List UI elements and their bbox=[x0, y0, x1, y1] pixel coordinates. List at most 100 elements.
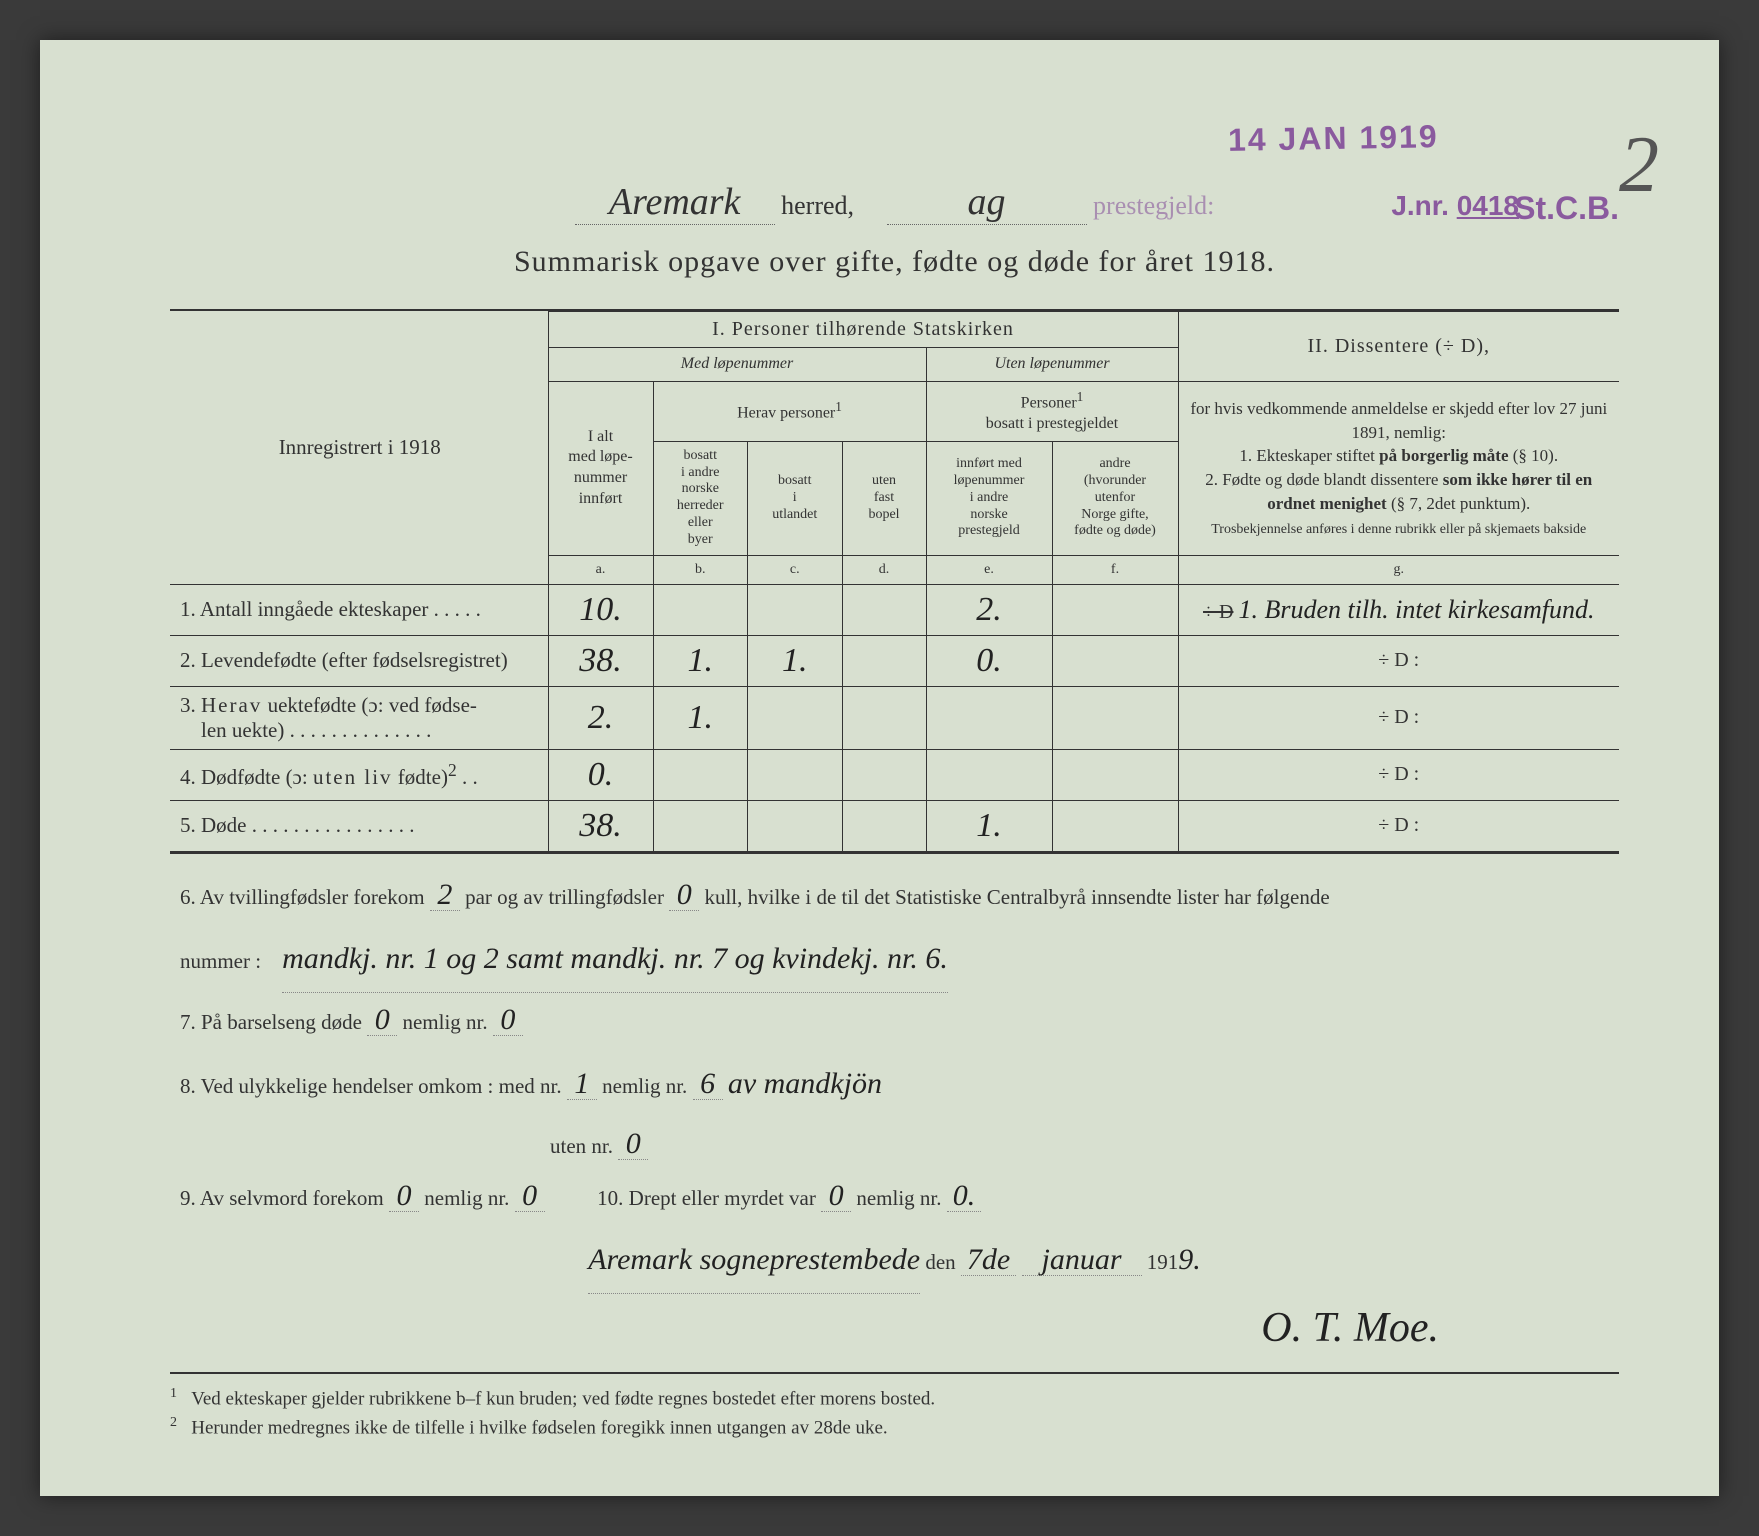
prestegjeld-label: prestegjeld: bbox=[1093, 191, 1214, 220]
date-day: 7de bbox=[961, 1245, 1016, 1276]
row-1-d bbox=[842, 584, 926, 635]
footnote-1: 1 Ved ekteskaper gjelder rubrikkene b–f … bbox=[170, 1386, 1619, 1410]
l9-value-2: 0 bbox=[515, 1181, 545, 1212]
stamp-stcb: St.C.B. bbox=[1514, 190, 1619, 227]
row-2-f bbox=[1052, 635, 1178, 686]
l8-text-a: 8. Ved ulykkelige hendelser omkom : med … bbox=[180, 1074, 562, 1098]
row-4-e bbox=[926, 749, 1052, 800]
den-label: den bbox=[925, 1250, 955, 1274]
col-letter-e: e. bbox=[926, 555, 1052, 584]
row-3-b: 1. bbox=[653, 686, 748, 749]
date-year-prefix: 191 bbox=[1147, 1250, 1179, 1274]
row-3-g-prefix: ÷ D : bbox=[1378, 706, 1419, 728]
herred-value: Aremark bbox=[575, 180, 775, 225]
row-4-f bbox=[1052, 749, 1178, 800]
row-1-g-prefix: ÷ D bbox=[1203, 601, 1233, 623]
row-5-f bbox=[1052, 800, 1178, 851]
narrative-section: 6. Av tvillingfødsler forekom 2 par og a… bbox=[170, 874, 1619, 1295]
header-uten-lopenummer: Uten løpenummer bbox=[926, 348, 1178, 382]
date-line: Aremark sogneprestembede den 7de januar … bbox=[180, 1227, 1609, 1294]
row-4-label: 4. Dødfødte (ɔ: uten liv fødte)2 . . bbox=[170, 749, 548, 800]
line-8b: uten nr. 0 bbox=[180, 1123, 1609, 1169]
place-handwritten: Aremark sogneprestembede bbox=[588, 1227, 920, 1294]
table-row: 1. Antall inngåede ekteskaper . . . . . … bbox=[170, 584, 1619, 635]
col-letter-d: d. bbox=[842, 555, 926, 584]
l6-twin-value: 2 bbox=[430, 880, 460, 911]
main-table: Innregistrert i 1918 I. Personer tilhøre… bbox=[170, 311, 1619, 852]
l6-text-b: par og av trillingfødsler bbox=[465, 885, 664, 909]
l8-text-c: uten nr. bbox=[550, 1134, 613, 1158]
table-row: 4. Dødfødte (ɔ: uten liv fødte)2 . . 0. … bbox=[170, 749, 1619, 800]
section-2-title-text: II. Dissentere (÷ D), bbox=[1308, 335, 1490, 357]
row-5-g-prefix: ÷ D : bbox=[1378, 814, 1419, 836]
l8-value-3: 0 bbox=[618, 1129, 648, 1160]
page-corner-number: 2 bbox=[1619, 120, 1659, 211]
col-a-header: I alt med løpe- nummer innført bbox=[548, 381, 653, 555]
l10-text-a: 10. Drept eller myrdet var bbox=[597, 1186, 816, 1210]
row-3-e bbox=[926, 686, 1052, 749]
footnotes: 1 Ved ekteskaper gjelder rubrikkene b–f … bbox=[170, 1372, 1619, 1439]
row-3-c bbox=[748, 686, 843, 749]
col-c-header: bosatt i utlandet bbox=[748, 441, 843, 555]
row-1-e: 2. bbox=[926, 584, 1052, 635]
col-b-header: bosatt i andre norske herreder eller bye… bbox=[653, 441, 748, 555]
l8-value-1: 1 bbox=[567, 1069, 597, 1100]
row-5-g: ÷ D : bbox=[1178, 800, 1619, 851]
l6-handwritten-numbers: mandkj. nr. 1 og 2 samt mandkj. nr. 7 og… bbox=[282, 926, 948, 993]
header-med-lopenummer: Med løpenummer bbox=[548, 348, 926, 382]
l8-value-2: 6 bbox=[693, 1069, 723, 1100]
document-title: Summarisk opgave over gifte, fødte og dø… bbox=[170, 245, 1619, 279]
l10-text-b: nemlig nr. bbox=[856, 1186, 941, 1210]
row-3-label: 3. Herav uektefødte (ɔ: ved fødse- len u… bbox=[170, 686, 548, 749]
row-3-d bbox=[842, 686, 926, 749]
table-row: 2. Levendefødte (efter fødselsregistret)… bbox=[170, 635, 1619, 686]
row-5-c bbox=[748, 800, 843, 851]
col-d-header: uten fast bopel bbox=[842, 441, 926, 555]
col-letter-f: f. bbox=[1052, 555, 1178, 584]
l6-text-c: kull, hvilke i de til det Statistiske Ce… bbox=[704, 885, 1329, 909]
row-5-b bbox=[653, 800, 748, 851]
row-4-d bbox=[842, 749, 926, 800]
row-2-d bbox=[842, 635, 926, 686]
row-4-a: 0. bbox=[548, 749, 653, 800]
prestegjeld-value: ag bbox=[887, 180, 1087, 225]
row-2-e: 0. bbox=[926, 635, 1052, 686]
date-month: januar bbox=[1022, 1245, 1142, 1276]
stamp-date: 14 JAN 1919 bbox=[1228, 118, 1439, 159]
row-1-g: ÷ D 1. Bruden tilh. intet kirkesamfund. bbox=[1178, 584, 1619, 635]
l6-text-d: nummer : bbox=[180, 949, 261, 973]
row-5-e: 1. bbox=[926, 800, 1052, 851]
dissenter-text: for hvis vedkommende anmeldelse er skjed… bbox=[1178, 381, 1619, 555]
row-2-g-prefix: ÷ D : bbox=[1378, 649, 1419, 671]
table-row: 3. Herav uektefødte (ɔ: ved fødse- len u… bbox=[170, 686, 1619, 749]
line-7: 7. På barselseng døde 0 nemlig nr. 0 bbox=[180, 999, 1609, 1045]
row-1-b bbox=[653, 584, 748, 635]
l6-triplet-value: 0 bbox=[669, 880, 699, 911]
table-row: 5. Døde . . . . . . . . . . . . . . . . … bbox=[170, 800, 1619, 851]
row-1-label: 1. Antall inngåede ekteskaper . . . . . bbox=[170, 584, 548, 635]
jnr-value: 0418 bbox=[1457, 190, 1519, 221]
footnote-1-text: Ved ekteskaper gjelder rubrikkene b–f ku… bbox=[191, 1389, 935, 1410]
jnr-label: J.nr. bbox=[1391, 190, 1449, 221]
col-letter-a: a. bbox=[548, 555, 653, 584]
row-2-g: ÷ D : bbox=[1178, 635, 1619, 686]
line-6b: nummer : mandkj. nr. 1 og 2 samt mandkj.… bbox=[180, 926, 1609, 993]
row-4-c bbox=[748, 749, 843, 800]
footnote-2: 2 Herunder medregnes ikke de tilfelle i … bbox=[170, 1415, 1619, 1439]
section-2-title: II. Dissentere (÷ D), bbox=[1178, 312, 1619, 382]
document-page: 14 JAN 1919 J.nr. 0418 St.C.B. 2 Aremark… bbox=[40, 40, 1719, 1496]
row-5-label: 5. Døde . . . . . . . . . . . . . . . . bbox=[170, 800, 548, 851]
date-year-suffix: 9. bbox=[1178, 1227, 1201, 1293]
row-2-label: 2. Levendefødte (efter fødselsregistret) bbox=[170, 635, 548, 686]
rule-mid bbox=[170, 852, 1619, 854]
row-4-g: ÷ D : bbox=[1178, 749, 1619, 800]
l10-value-1: 0 bbox=[821, 1181, 851, 1212]
col-f-header: andre (hvorunder utenfor Norge gifte, fø… bbox=[1052, 441, 1178, 555]
row-3-a: 2. bbox=[548, 686, 653, 749]
col-letter-g: g. bbox=[1178, 555, 1619, 584]
row-5-d bbox=[842, 800, 926, 851]
row-1-c bbox=[748, 584, 843, 635]
l9-text-a: 9. Av selvmord forekom bbox=[180, 1186, 384, 1210]
signature: O. T. Moe. bbox=[170, 1304, 1619, 1352]
line-8: 8. Ved ulykkelige hendelser omkom : med … bbox=[180, 1051, 1609, 1117]
